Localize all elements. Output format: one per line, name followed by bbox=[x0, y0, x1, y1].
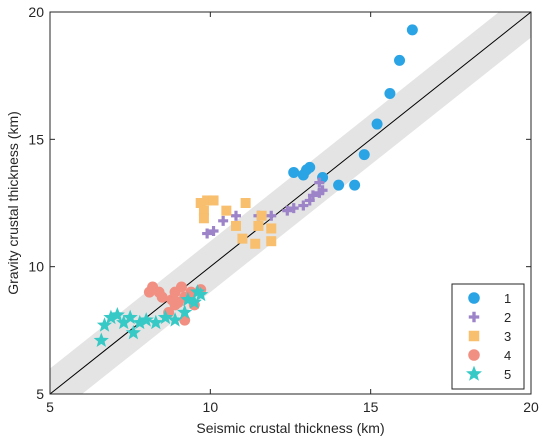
legend-item-5: 5 bbox=[466, 365, 511, 382]
legend-marker bbox=[468, 330, 480, 342]
data-point bbox=[103, 309, 119, 325]
data-point bbox=[237, 233, 248, 244]
legend-item-1: 1 bbox=[468, 291, 511, 306]
data-point bbox=[175, 281, 187, 293]
data-point bbox=[358, 149, 370, 161]
legend-item-4: 4 bbox=[468, 348, 511, 363]
data-point bbox=[250, 238, 261, 249]
data-point bbox=[266, 223, 277, 234]
legend-marker bbox=[468, 292, 480, 304]
data-points bbox=[93, 24, 418, 347]
data-point bbox=[198, 205, 209, 216]
data-point bbox=[177, 304, 193, 319]
data-point bbox=[256, 210, 267, 221]
data-point bbox=[109, 307, 125, 322]
data-point bbox=[156, 291, 168, 303]
x-axis-label: Seismic crustal thickness (km) bbox=[196, 420, 384, 436]
x-tick-label: 20 bbox=[523, 399, 539, 415]
legend-label: 2 bbox=[504, 310, 511, 325]
data-point bbox=[298, 200, 309, 211]
data-point bbox=[314, 187, 325, 198]
data-point bbox=[307, 190, 318, 201]
y-tick-label: 20 bbox=[28, 4, 44, 20]
data-point bbox=[202, 228, 213, 239]
data-point bbox=[288, 203, 299, 214]
data-point bbox=[349, 179, 361, 191]
data-point bbox=[198, 213, 209, 224]
data-point bbox=[148, 314, 164, 330]
legend-label: 3 bbox=[504, 329, 511, 344]
legend-marker bbox=[466, 365, 482, 381]
y-tick-label: 5 bbox=[36, 386, 44, 402]
series-1 bbox=[288, 24, 418, 191]
y-tick-label: 15 bbox=[28, 131, 44, 147]
legend-label: 4 bbox=[504, 348, 511, 363]
legend-marker bbox=[468, 311, 480, 323]
data-point bbox=[186, 294, 202, 309]
data-point bbox=[288, 166, 300, 178]
data-point bbox=[406, 24, 418, 36]
data-point bbox=[230, 210, 241, 221]
data-point bbox=[208, 226, 219, 237]
x-tick-label: 10 bbox=[203, 399, 219, 415]
data-point bbox=[167, 312, 183, 327]
legend: 1 2 3 4 5 bbox=[451, 283, 525, 390]
data-point bbox=[157, 309, 174, 325]
data-point bbox=[371, 118, 383, 130]
data-point bbox=[96, 317, 113, 332]
data-point bbox=[122, 309, 138, 325]
data-point bbox=[195, 198, 206, 208]
legend-marker bbox=[468, 349, 480, 361]
data-point bbox=[240, 198, 251, 208]
data-point bbox=[394, 54, 406, 66]
data-point bbox=[132, 314, 148, 330]
data-point bbox=[384, 87, 396, 99]
plot-area-frame bbox=[49, 11, 532, 395]
data-point bbox=[266, 236, 277, 247]
data-point bbox=[193, 286, 209, 302]
series-5 bbox=[93, 284, 209, 347]
data-point bbox=[282, 205, 293, 216]
data-point bbox=[333, 179, 345, 191]
data-point bbox=[317, 185, 328, 196]
legend-item-3: 3 bbox=[468, 329, 511, 344]
data-point bbox=[202, 195, 213, 206]
data-point bbox=[253, 220, 264, 231]
data-point bbox=[125, 324, 141, 340]
data-point bbox=[218, 215, 229, 226]
data-point bbox=[297, 169, 309, 181]
y-tick-label: 10 bbox=[28, 259, 44, 275]
data-point bbox=[221, 205, 232, 216]
y-axis-label: Gravity crustal thickness (km) bbox=[5, 111, 21, 295]
series-3 bbox=[195, 195, 277, 249]
legend-label: 1 bbox=[504, 291, 511, 306]
data-point bbox=[138, 312, 154, 327]
legend-box bbox=[451, 283, 525, 390]
data-point bbox=[230, 220, 241, 231]
data-point bbox=[189, 284, 206, 299]
data-point bbox=[180, 291, 196, 307]
legend-label: 5 bbox=[504, 367, 511, 382]
x-tick-label: 15 bbox=[363, 399, 379, 415]
x-tick-label: 5 bbox=[46, 399, 54, 415]
data-point bbox=[143, 286, 155, 298]
data-point bbox=[116, 314, 132, 330]
data-point bbox=[208, 195, 219, 206]
data-point bbox=[266, 210, 277, 221]
data-point bbox=[304, 195, 315, 206]
data-point bbox=[93, 332, 109, 347]
legend-item-2: 2 bbox=[468, 310, 511, 325]
data-point bbox=[314, 177, 325, 188]
data-point bbox=[172, 296, 184, 308]
